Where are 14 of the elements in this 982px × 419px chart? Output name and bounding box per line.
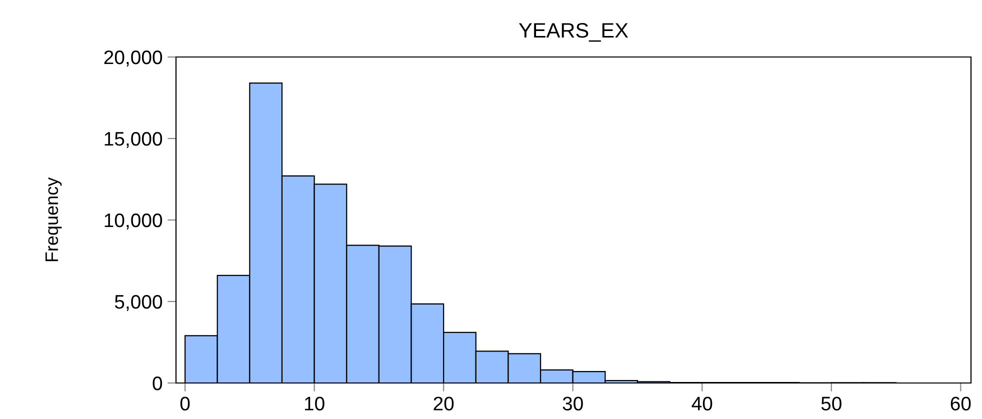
x-tick-label: 40	[692, 396, 712, 410]
x-tick-label: 10	[304, 396, 324, 410]
y-tick-label: 15,000	[104, 132, 162, 148]
x-tick-label: 50	[821, 396, 842, 410]
y-tick-label: 0	[152, 376, 162, 390]
x-tick-label: 60	[950, 396, 971, 410]
x-tick-label: 0	[180, 396, 190, 410]
y-axis-title: Frequency	[46, 177, 62, 262]
y-tick-label: 20,000	[104, 50, 162, 67]
y-tick-label: 5,000	[114, 294, 162, 312]
x-tick-label: 20	[434, 396, 454, 410]
chart-title: YEARS_EX	[518, 23, 628, 42]
x-tick-label: 30	[562, 396, 583, 410]
y-tick-label: 10,000	[104, 213, 162, 230]
